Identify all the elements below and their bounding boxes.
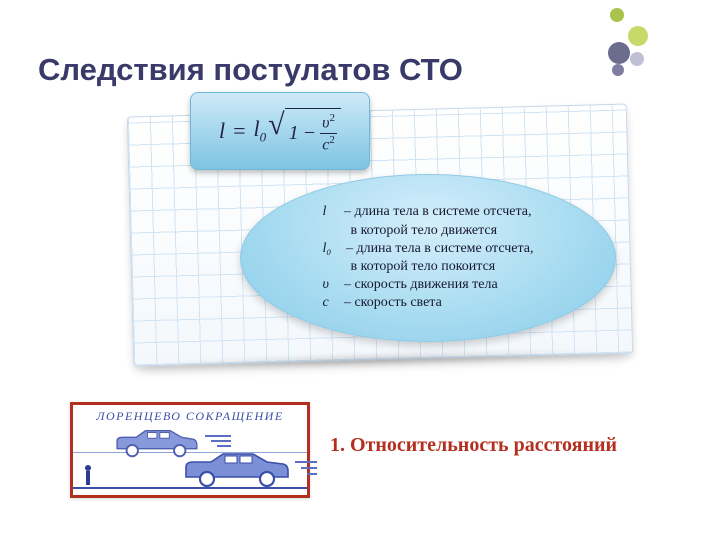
decor-dots [540,8,660,78]
speed-lines-back [201,435,231,449]
road-line-front [73,487,307,489]
dot [628,26,648,46]
def-l: l – длина тела в системе отсчета, [322,203,533,221]
illustration-title: ЛОРЕНЦЕВО СОКРАЩЕНИЕ [73,409,307,424]
observer-icon [83,465,93,487]
dot [612,64,624,76]
sqrt: √ 1 − υ2 c2 [268,108,341,154]
def-c: c – скорость света [322,294,533,312]
lorentz-illustration: ЛОРЕНЦЕВО СОКРАЩЕНИЕ [70,402,310,498]
dot [610,8,624,22]
dot [630,52,644,66]
def-l0: l₀ – длина тела в системе отсчета, [322,240,533,258]
speed-lines-front [287,461,317,475]
section-caption: 1. Относительность расстояний [330,434,617,457]
def-l-line2: в которой тело движется [322,222,533,240]
page-title: Следствия постулатов СТО [38,52,463,88]
def-l0-line2: в которой тело покоится [322,258,533,276]
length-contraction-formula: l = l0 √ 1 − υ2 c2 [219,108,341,154]
formula-panel: l = l0 √ 1 − υ2 c2 [190,92,370,170]
fraction: υ2 c2 [320,112,337,154]
definitions-oval: l – длина тела в системе отсчета, в кото… [240,174,616,342]
car-front [181,451,291,487]
dot [608,42,630,64]
definitions-list: l – длина тела в системе отсчета, в кото… [322,203,533,312]
def-v: υ – скорость движения тела [322,276,533,294]
